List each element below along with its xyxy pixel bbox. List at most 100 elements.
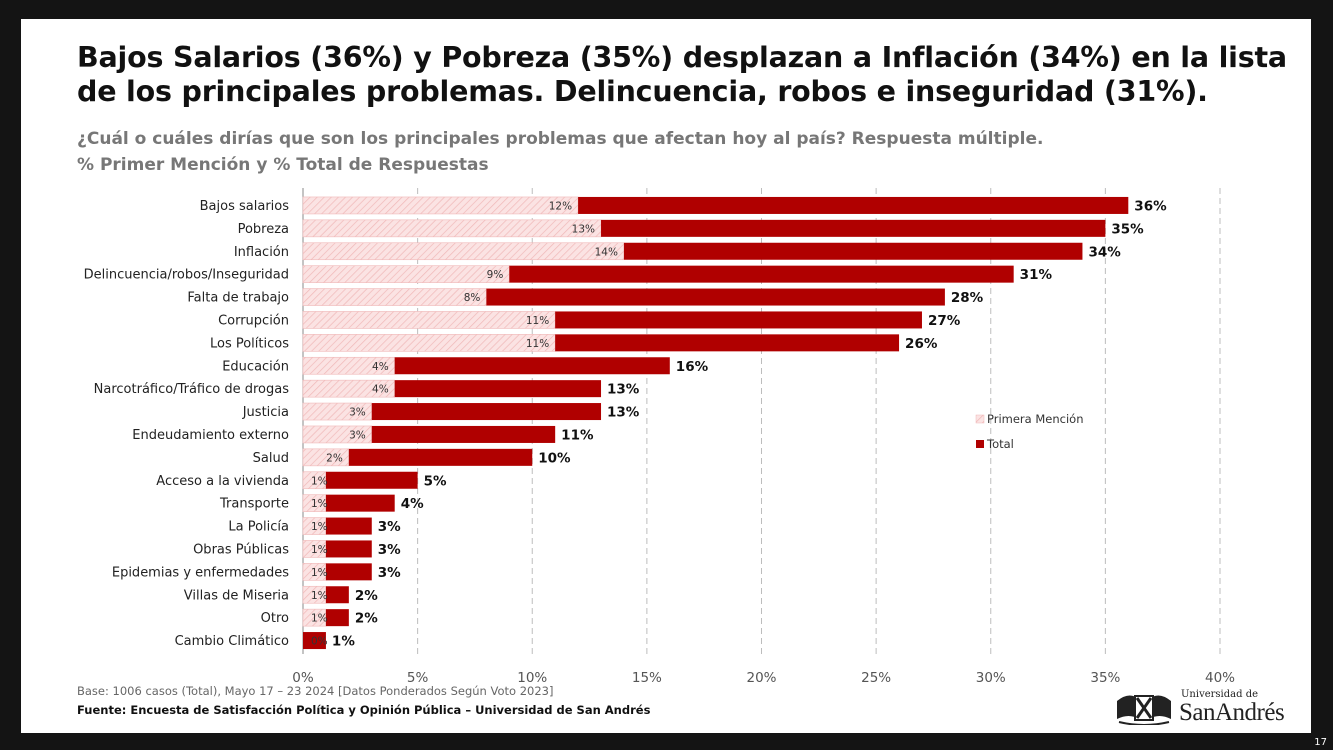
- data-label-first-mention: 14%: [595, 246, 618, 258]
- category-label: Endeudamiento externo: [132, 428, 289, 443]
- bar-first-mention: [302, 196, 579, 215]
- data-label-total: 34%: [1088, 244, 1121, 260]
- category-label: Cambio Climático: [175, 634, 289, 649]
- category-label: Corrupción: [218, 313, 289, 328]
- university-logo: Universidad de SanAndrés: [1115, 687, 1305, 729]
- measure-subtitle: % Primer Mención y % Total de Respuestas: [77, 155, 489, 175]
- bar-first-mention: [302, 288, 487, 306]
- data-label-total: 2%: [355, 588, 378, 604]
- category-label: Inflación: [234, 245, 289, 260]
- data-label-total: 13%: [607, 382, 640, 398]
- page-title: Bajos Salarios (36%) y Pobreza (35%) des…: [77, 41, 1307, 109]
- category-label: Falta de trabajo: [187, 291, 289, 306]
- data-label-first-mention: 1%: [311, 613, 328, 625]
- bar-first-mention: [302, 334, 556, 352]
- bar-total: [325, 471, 418, 489]
- data-label-first-mention: 3%: [349, 407, 366, 419]
- data-label-first-mention: 9%: [487, 269, 504, 281]
- bar-total: [325, 540, 372, 558]
- x-tick-label: 15%: [632, 670, 662, 686]
- category-label: Bajos salarios: [200, 199, 290, 214]
- category-label: Delincuencia/robos/Inseguridad: [84, 268, 289, 283]
- data-label-total: 1%: [332, 634, 355, 650]
- bar-total: [601, 219, 1106, 237]
- x-axis: 0% 5% 10% 15% 20% 25% 30% 35% 40%: [292, 188, 1235, 686]
- bar-total: [394, 380, 602, 398]
- data-label-total: 3%: [378, 565, 401, 581]
- bar-total: [325, 563, 372, 581]
- base-note: Base: 1006 casos (Total), Mayo 17 – 23 2…: [77, 684, 554, 698]
- data-label-total: 11%: [561, 427, 594, 443]
- data-label-total: 16%: [676, 359, 709, 375]
- data-label-total: 35%: [1111, 221, 1144, 237]
- bar-total: [325, 609, 349, 627]
- category-label: Narcotráfico/Tráfico de drogas: [94, 382, 290, 397]
- x-tick-label: 5%: [407, 670, 429, 686]
- data-label-first-mention: 1%: [311, 567, 328, 579]
- data-label-first-mention: 4%: [372, 361, 389, 373]
- category-label: Villas de Miseria: [184, 588, 289, 603]
- data-label-first-mention: 1%: [311, 498, 328, 510]
- bar-first-mention: [302, 311, 556, 329]
- x-tick-label: 35%: [1090, 670, 1120, 686]
- logo-small-text: Universidad de: [1181, 689, 1259, 700]
- data-label-total: 36%: [1134, 198, 1167, 214]
- x-tick-label: 40%: [1205, 670, 1235, 686]
- bar-total: [325, 517, 372, 535]
- data-label-total: 2%: [355, 611, 378, 627]
- data-label-total: 5%: [424, 473, 447, 489]
- bar-first-mention: [302, 265, 510, 283]
- data-label-first-mention: 1%: [311, 521, 328, 533]
- data-label-total: 28%: [951, 290, 984, 306]
- legend-swatch-total: [976, 440, 984, 448]
- data-label-total: 3%: [378, 542, 401, 558]
- source-note: Fuente: Encuesta de Satisfacción Polític…: [77, 703, 651, 717]
- data-label-total: 3%: [378, 519, 401, 535]
- bar-total: [555, 311, 922, 329]
- category-label: Salud: [253, 451, 289, 466]
- data-label-first-mention: 1%: [311, 590, 328, 602]
- category-label: Educación: [222, 359, 289, 374]
- title-line-2: de los principales problemas. Delincuenc…: [77, 75, 1208, 108]
- data-label-first-mention: 11%: [526, 315, 549, 327]
- data-label-first-mention: 11%: [526, 338, 549, 350]
- data-label-first-mention: 3%: [349, 429, 366, 441]
- category-label: Pobreza: [238, 222, 289, 237]
- data-label-first-mention: 4%: [372, 384, 389, 396]
- category-label: Transporte: [219, 497, 289, 512]
- crest-icon: [1117, 695, 1171, 725]
- bar-total: [371, 403, 602, 421]
- grid-lines: [417, 188, 1221, 654]
- data-label-total: 27%: [928, 313, 961, 329]
- data-label-total: 26%: [905, 336, 938, 352]
- bar-total: [394, 357, 670, 375]
- bar-total: [325, 586, 349, 604]
- data-label-total: 4%: [401, 496, 424, 512]
- x-tick-label: 25%: [861, 670, 891, 686]
- category-label: Obras Públicas: [193, 542, 289, 557]
- x-tick-label: 20%: [746, 670, 776, 686]
- x-tick-label: 10%: [517, 670, 547, 686]
- question-subtitle: ¿Cuál o cuáles dirías que son los princi…: [77, 129, 1044, 149]
- data-label-total: 10%: [538, 450, 571, 466]
- bar-chart: 0% 5% 10% 15% 20% 25% 30% 35% 40% Bajos salarios…: [84, 188, 1235, 686]
- data-label-first-mention: 0%: [311, 636, 328, 648]
- data-label-first-mention: 1%: [311, 475, 328, 487]
- bar-first-mention: [302, 242, 625, 261]
- category-label: Epidemias y enfermedades: [112, 565, 289, 580]
- bar-total: [371, 425, 556, 443]
- data-label-first-mention: 13%: [572, 223, 595, 235]
- legend-swatch-first-mention: [975, 414, 985, 424]
- category-label: La Policía: [228, 520, 289, 535]
- bar-total: [303, 632, 326, 650]
- legend-label-first-mention: Primera Mención: [987, 412, 1084, 426]
- bar-first-mention: [302, 219, 602, 238]
- data-label-first-mention: 12%: [549, 200, 572, 212]
- data-label-first-mention: 2%: [326, 452, 343, 464]
- bars: 12% 36% 13% 35% 14% 34% 9% 31% 8% 28% 11% 27% 11% 26%…: [302, 196, 1167, 650]
- data-label-total: 13%: [607, 405, 640, 421]
- bar-total: [509, 265, 1014, 283]
- slide: Bajos Salarios (36%) y Pobreza (35%) des…: [21, 19, 1311, 733]
- bar-total: [348, 448, 533, 466]
- category-labels: Bajos salarios Pobreza Inflación Delincuenc…: [84, 199, 290, 649]
